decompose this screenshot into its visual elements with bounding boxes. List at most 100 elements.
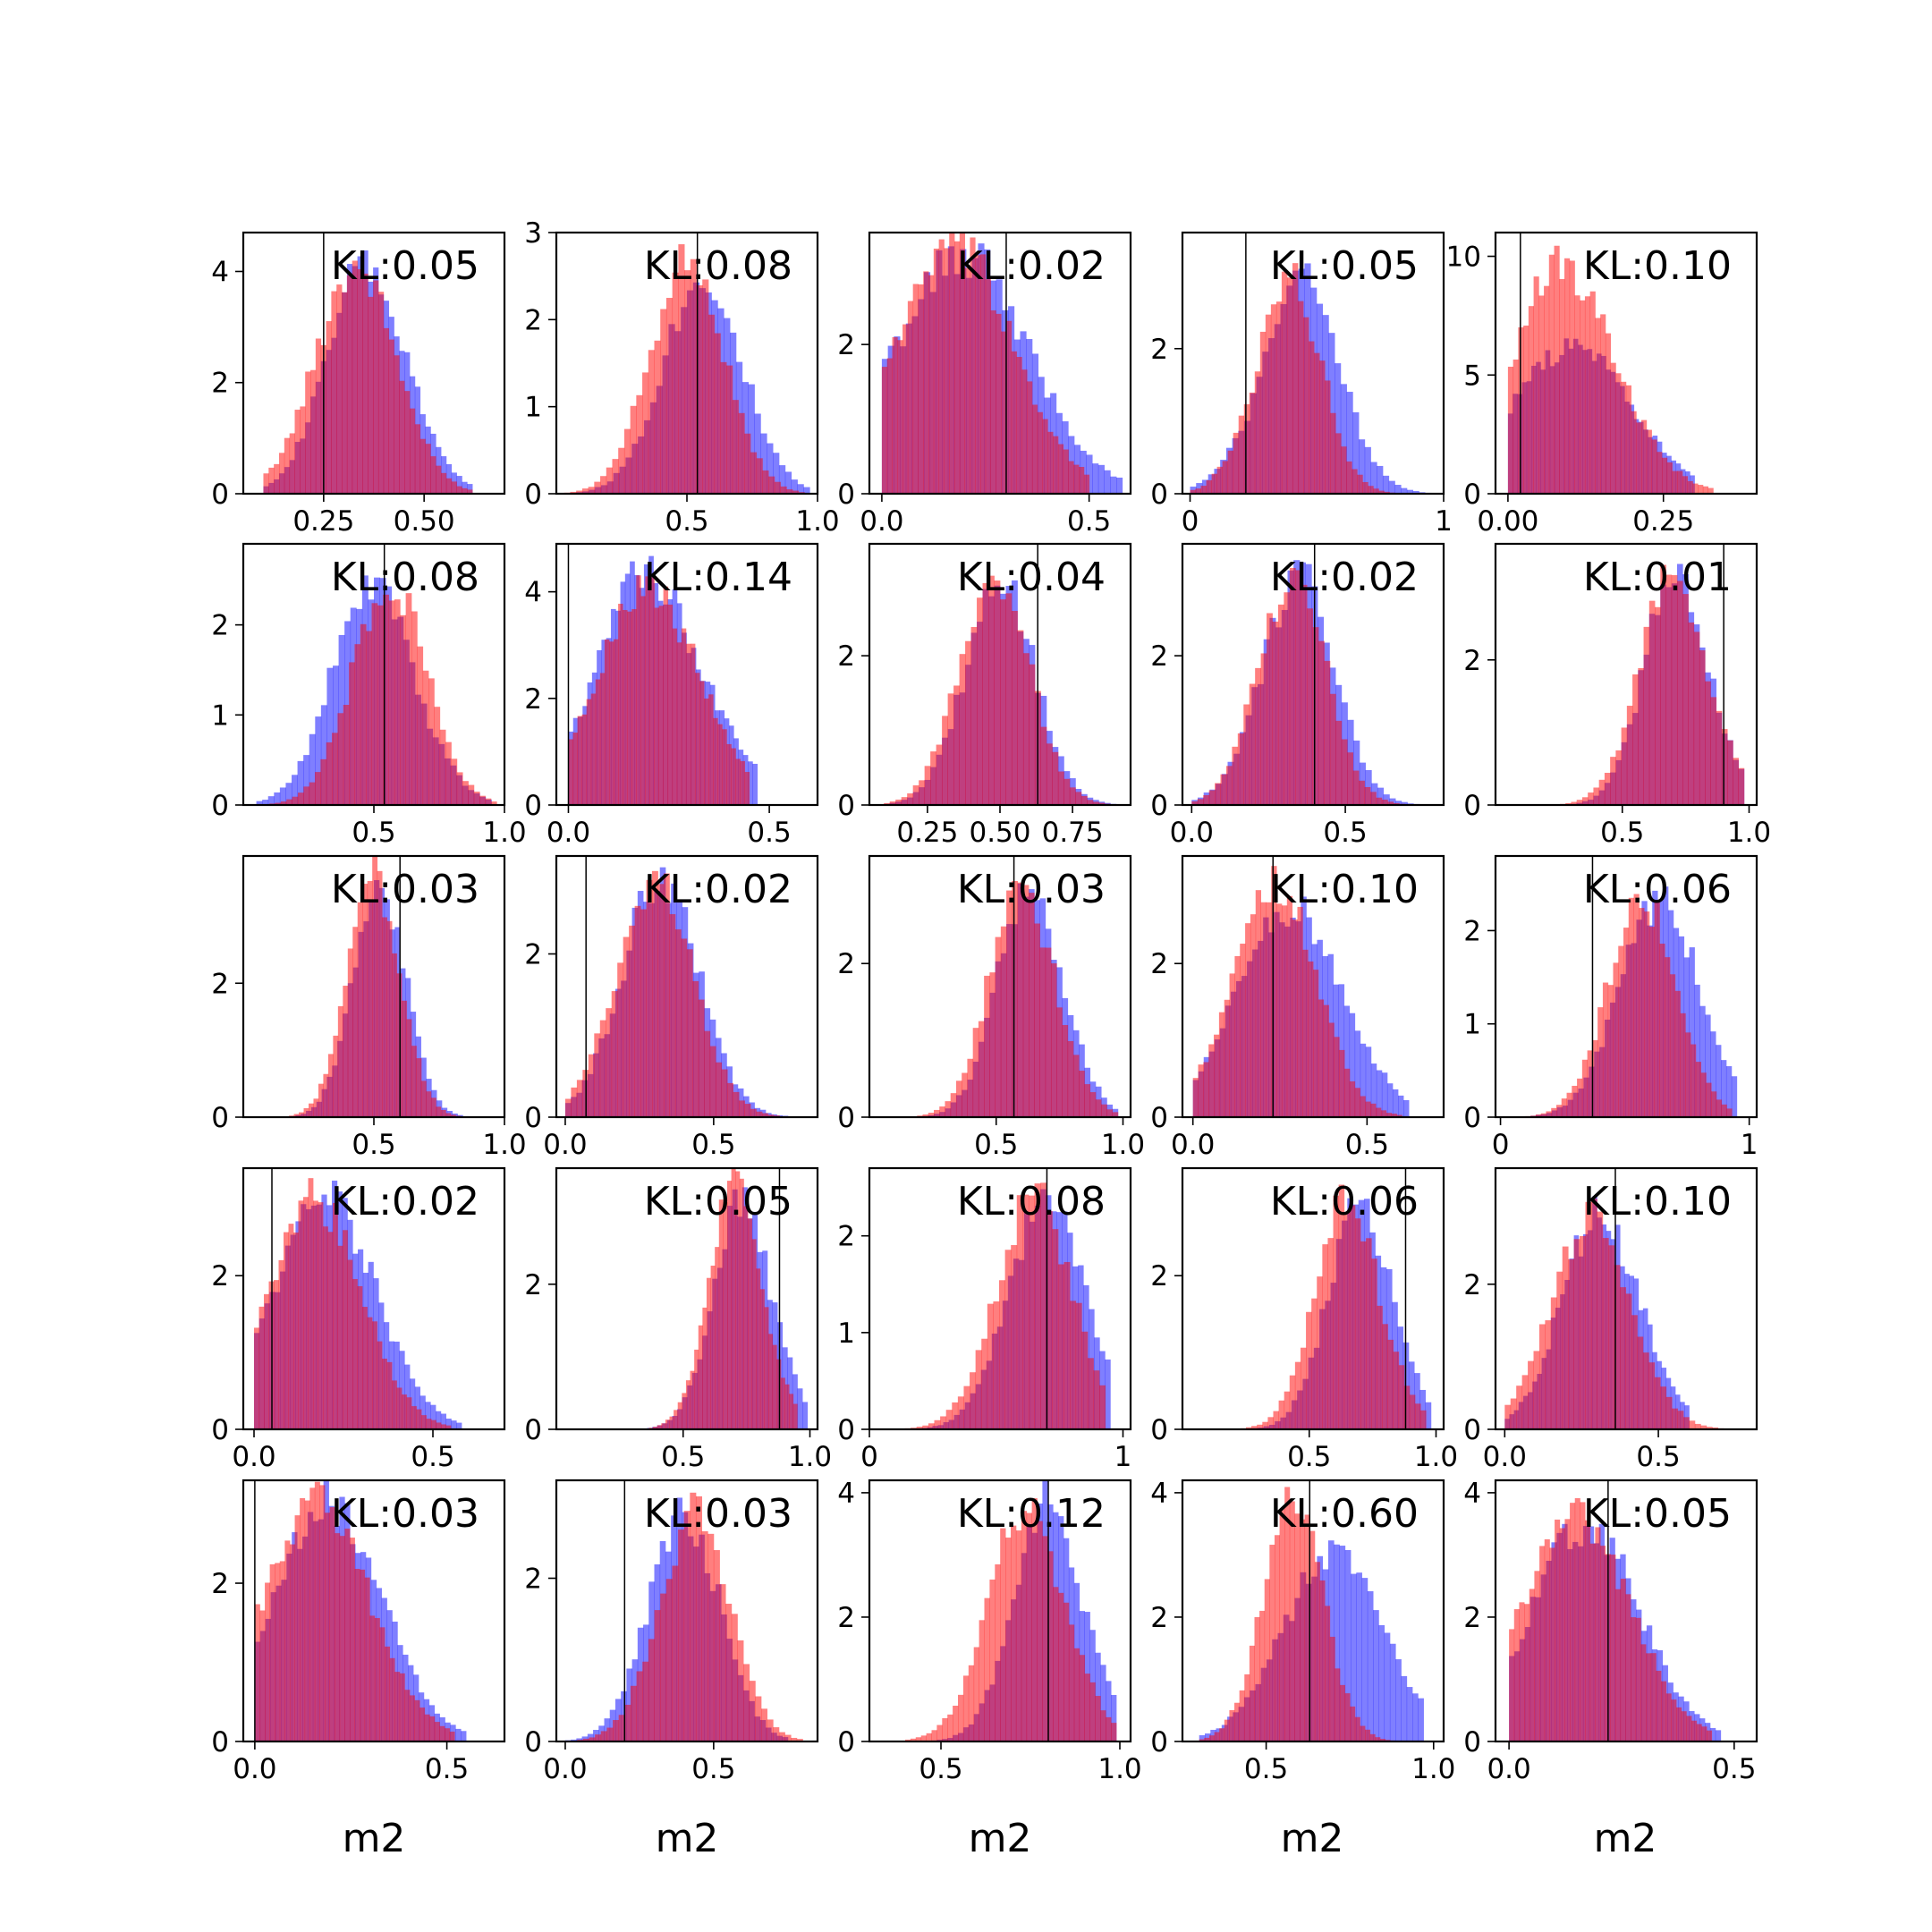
histogram-bar <box>1200 486 1207 494</box>
histogram-bar <box>743 1664 750 1741</box>
histogram-bar <box>920 1735 927 1741</box>
series-red <box>884 575 1117 805</box>
histogram-bar <box>1327 1238 1334 1429</box>
series-red <box>900 881 1119 1117</box>
histogram-bar <box>396 1387 402 1429</box>
histogram-bar <box>755 1696 762 1741</box>
histogram-bar <box>1198 1064 1204 1117</box>
axes-frame <box>555 1166 819 1431</box>
histogram-bar <box>1354 1088 1360 1117</box>
histogram-bar <box>923 271 929 494</box>
histogram-bar <box>936 1724 943 1741</box>
histogram-bar <box>772 1344 777 1429</box>
histogram-bar <box>305 371 311 494</box>
y-tick-label: 2 <box>1463 645 1481 677</box>
histogram-bar <box>1550 1297 1557 1429</box>
y-tick-label: 0 <box>837 1414 855 1446</box>
histogram-bar <box>1093 1370 1100 1429</box>
histogram-bar <box>1533 1351 1540 1429</box>
histogram-bar <box>1519 1602 1525 1741</box>
histogram-bar <box>300 1497 306 1741</box>
x-tick-label: 0.5 <box>1244 1753 1288 1785</box>
y-tick-label: 0 <box>1150 1102 1168 1134</box>
histogram-bar <box>928 1113 935 1117</box>
histogram-bar <box>631 609 637 805</box>
histogram-bar <box>1554 245 1560 494</box>
histogram-bar <box>588 487 595 494</box>
histogram-bar <box>743 1206 749 1429</box>
histogram-bar <box>1671 1699 1677 1741</box>
histogram-bar <box>297 760 304 805</box>
histogram-bar <box>1618 945 1624 1117</box>
histogram-bar <box>1259 331 1267 494</box>
histogram-bar <box>1011 610 1018 805</box>
histogram-bar <box>326 742 333 805</box>
histogram-bar <box>1577 1078 1583 1117</box>
histogram-bar <box>902 324 909 494</box>
histogram-bar <box>1682 476 1689 494</box>
x-tick-label: 0.5 <box>919 1753 962 1785</box>
histogram-bar <box>1302 949 1309 1117</box>
histogram-bar <box>1665 1693 1672 1741</box>
panel-0-3: 0 1 0 2 KL:0.05 <box>1150 231 1453 538</box>
histogram-bar <box>1566 1092 1572 1117</box>
histogram-bar <box>1208 1044 1215 1117</box>
histogram-bar <box>1371 1258 1377 1429</box>
histogram-bar <box>1080 795 1088 805</box>
histogram-bar <box>1022 1194 1030 1429</box>
histogram-bar <box>1196 483 1203 494</box>
y-tick-label: 0 <box>1150 790 1168 822</box>
histogram-bar <box>768 1334 774 1429</box>
histogram-bar <box>1346 461 1352 494</box>
histogram-bar <box>614 639 619 805</box>
histogram-bar <box>1513 359 1519 494</box>
histogram-bar <box>377 605 384 805</box>
histogram-bar <box>297 792 304 805</box>
histogram-bar <box>1546 1111 1552 1117</box>
histogram-bar <box>760 433 767 494</box>
histogram-bar <box>740 760 745 805</box>
series-red <box>564 1492 803 1741</box>
histogram-bar <box>284 1232 289 1429</box>
y-tick-label: 1 <box>1463 1009 1481 1041</box>
histogram-bar <box>369 1615 376 1741</box>
panel-1-3: 0.0 0.5 0 2 KL:0.02 <box>1150 542 1445 849</box>
histogram-bar <box>1063 1602 1070 1741</box>
series-red <box>1192 866 1402 1117</box>
histogram-bar <box>430 456 436 494</box>
histogram-bar <box>1377 787 1385 805</box>
histogram-bar <box>600 476 607 494</box>
histogram-bar <box>989 972 996 1117</box>
histogram-bar <box>416 1409 422 1429</box>
histogram-bar <box>886 358 893 494</box>
y-tick-label: 0 <box>524 790 542 822</box>
histogram-bar <box>726 365 733 494</box>
histogram-bar <box>649 576 655 805</box>
histogram-bar <box>364 1577 370 1741</box>
histogram-bar <box>430 1404 436 1429</box>
histogram-bar <box>1092 463 1099 494</box>
histogram-bar <box>1535 1114 1542 1117</box>
histogram-bar <box>1017 882 1024 1117</box>
histogram-bar <box>1544 1538 1550 1741</box>
y-tick-label: 2 <box>1150 640 1168 673</box>
x-tick-label: 1.0 <box>1101 1129 1145 1161</box>
histogram-bar <box>995 936 1002 1117</box>
histogram-bar <box>1555 1105 1563 1117</box>
histogram-bar <box>1655 606 1661 805</box>
histogram-bar <box>336 284 343 494</box>
histogram-bar <box>1215 783 1221 805</box>
histogram-bar <box>1046 1210 1053 1429</box>
histogram-bar <box>1324 660 1331 805</box>
histogram-bar <box>1081 1331 1089 1429</box>
histogram-bar <box>441 1424 446 1429</box>
y-tick-label: 2 <box>837 1602 855 1634</box>
histogram-bar <box>1395 801 1402 805</box>
histogram-bar <box>1027 381 1033 494</box>
histogram-bar <box>1350 1706 1356 1741</box>
histogram-bar <box>383 594 389 805</box>
series-red <box>1504 1199 1736 1429</box>
histogram-bar <box>599 673 606 805</box>
y-tick-label: 0 <box>1463 790 1481 822</box>
histogram-bar <box>1052 1229 1059 1429</box>
